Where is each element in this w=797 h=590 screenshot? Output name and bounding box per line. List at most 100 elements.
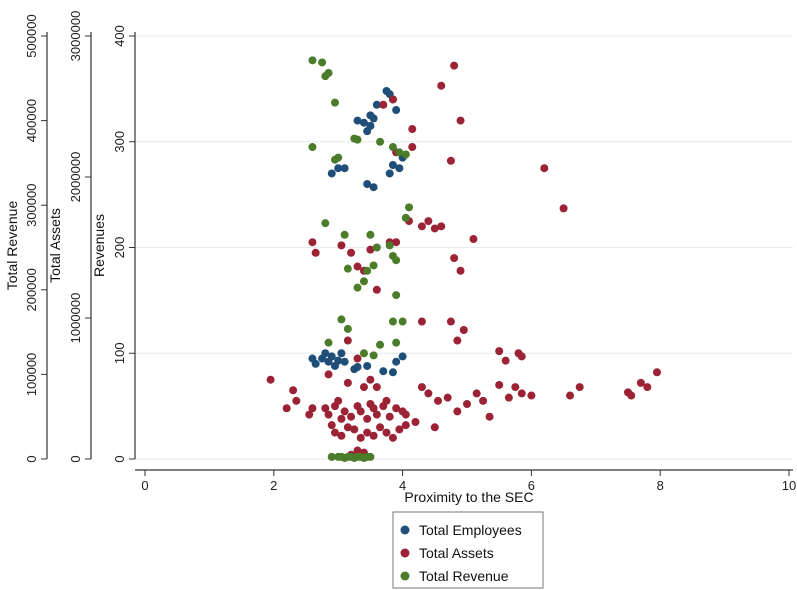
data-point: [376, 137, 385, 146]
data-point: [398, 352, 407, 361]
data-point: [472, 389, 481, 398]
data-point: [395, 164, 404, 173]
data-point: [388, 143, 397, 152]
data-point: [388, 317, 397, 326]
data-point: [392, 291, 401, 300]
data-point: [337, 349, 346, 358]
data-point: [343, 423, 352, 432]
series-total-employees: [308, 86, 407, 377]
x-axis: 0 2 4 6 8 10 Proximity to the SEC: [135, 469, 796, 505]
legend-item: Total Assets: [400, 545, 494, 561]
data-point: [495, 380, 504, 389]
data-point: [292, 396, 301, 405]
y-tick-label: 300000: [24, 184, 39, 227]
data-point: [366, 375, 375, 384]
data-point: [327, 452, 336, 461]
data-point: [385, 169, 394, 178]
data-point: [334, 164, 343, 173]
data-point: [318, 58, 327, 67]
data-point: [363, 414, 372, 423]
y-tick-label: 300: [112, 131, 127, 153]
data-point: [324, 338, 333, 347]
data-point: [388, 95, 397, 104]
data-point: [401, 421, 410, 430]
data-point: [327, 421, 336, 430]
revenues-axis: 0 100 200 300 400 Revenues: [91, 25, 136, 463]
data-point: [395, 425, 404, 434]
data-point: [343, 336, 352, 345]
data-point: [340, 357, 349, 366]
data-point: [392, 238, 401, 247]
data-point: [446, 156, 455, 165]
data-point: [353, 116, 362, 125]
data-point: [363, 180, 372, 189]
data-point: [392, 256, 401, 265]
data-point: [324, 370, 333, 379]
data-point: [372, 243, 381, 252]
data-point: [330, 98, 339, 107]
data-point: [334, 153, 343, 162]
data-point: [347, 412, 356, 421]
data-point: [363, 266, 372, 275]
data-point: [327, 169, 336, 178]
data-point: [501, 356, 510, 365]
data-point: [282, 404, 291, 413]
data-point: [289, 386, 298, 395]
data-point: [485, 412, 494, 421]
data-points: [266, 56, 661, 462]
data-point: [401, 410, 410, 419]
x-tick-label: 2: [270, 478, 277, 493]
data-point: [327, 352, 336, 361]
data-point: [337, 414, 346, 423]
data-point: [366, 230, 375, 239]
data-point: [540, 164, 549, 173]
data-point: [398, 317, 407, 326]
data-point: [424, 217, 433, 226]
y-axis-title: Revenues: [91, 214, 107, 277]
data-point: [350, 425, 359, 434]
y-tick-label: 200000: [24, 268, 39, 311]
data-point: [392, 106, 401, 115]
data-point: [527, 391, 536, 400]
data-point: [340, 407, 349, 416]
y-tick-label: 0: [24, 455, 39, 462]
y-tick-label: 400000: [24, 99, 39, 142]
data-point: [517, 389, 526, 398]
y-axis-title: Total Assets: [47, 208, 63, 283]
data-point: [369, 114, 378, 123]
x-tick-label: 8: [657, 478, 664, 493]
y-tick-label: 100000: [24, 353, 39, 396]
x-tick-label: 0: [141, 478, 148, 493]
data-point: [636, 378, 645, 387]
data-point: [401, 213, 410, 222]
data-point: [559, 204, 568, 213]
data-point: [379, 100, 388, 109]
data-point: [266, 375, 275, 384]
data-point: [359, 118, 368, 127]
y-tick-label: 100: [112, 342, 127, 364]
data-point: [417, 222, 426, 231]
data-point: [308, 238, 317, 247]
data-point: [392, 404, 401, 413]
data-point: [321, 349, 330, 358]
data-point: [566, 391, 575, 400]
data-point: [450, 61, 459, 70]
data-point: [321, 219, 330, 228]
data-point: [372, 383, 381, 392]
data-point: [353, 283, 362, 292]
data-point: [330, 361, 339, 370]
data-point: [356, 433, 365, 442]
x-tick-label: 10: [782, 478, 796, 493]
legend-marker: [400, 571, 410, 581]
data-point: [337, 431, 346, 440]
y-tick-label: 200: [112, 237, 127, 259]
data-point: [330, 428, 339, 437]
data-point: [369, 351, 378, 360]
data-point: [353, 354, 362, 363]
data-point: [343, 264, 352, 273]
data-point: [392, 338, 401, 347]
data-point: [382, 396, 391, 405]
data-point: [353, 446, 362, 455]
data-point: [456, 266, 465, 275]
y-tick-label: 0: [112, 455, 127, 462]
